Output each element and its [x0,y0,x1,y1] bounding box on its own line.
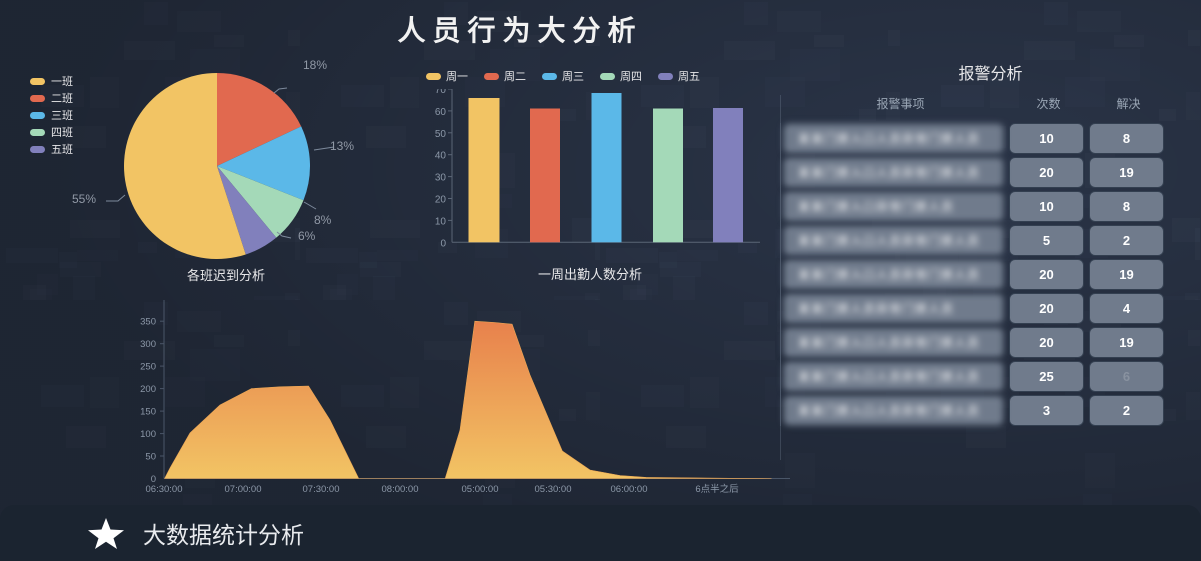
svg-text:200: 200 [140,384,156,395]
svg-text:300: 300 [140,339,156,350]
svg-text:100: 100 [140,429,156,440]
svg-text:60: 60 [435,107,447,118]
svg-text:150: 150 [140,407,156,418]
svg-text:0: 0 [440,238,446,249]
svg-text:10: 10 [435,216,447,227]
svg-text:05:30:00: 05:30:00 [535,484,572,495]
svg-text:20: 20 [435,195,447,206]
svg-text:40: 40 [435,151,447,162]
svg-text:06:00:00: 06:00:00 [611,484,648,495]
svg-text:50: 50 [145,452,156,463]
svg-text:50: 50 [435,129,447,140]
svg-text:08:00:00: 08:00:00 [382,484,419,495]
svg-text:6点半之后: 6点半之后 [695,483,739,495]
svg-text:07:30:00: 07:30:00 [303,484,340,495]
svg-text:250: 250 [140,362,156,373]
svg-text:350: 350 [140,317,156,328]
svg-text:07:00:00: 07:00:00 [225,484,262,495]
svg-text:05:00:00: 05:00:00 [462,484,499,495]
svg-text:70: 70 [435,89,447,96]
svg-text:30: 30 [435,173,447,184]
svg-text:06:30:00: 06:30:00 [146,484,183,495]
